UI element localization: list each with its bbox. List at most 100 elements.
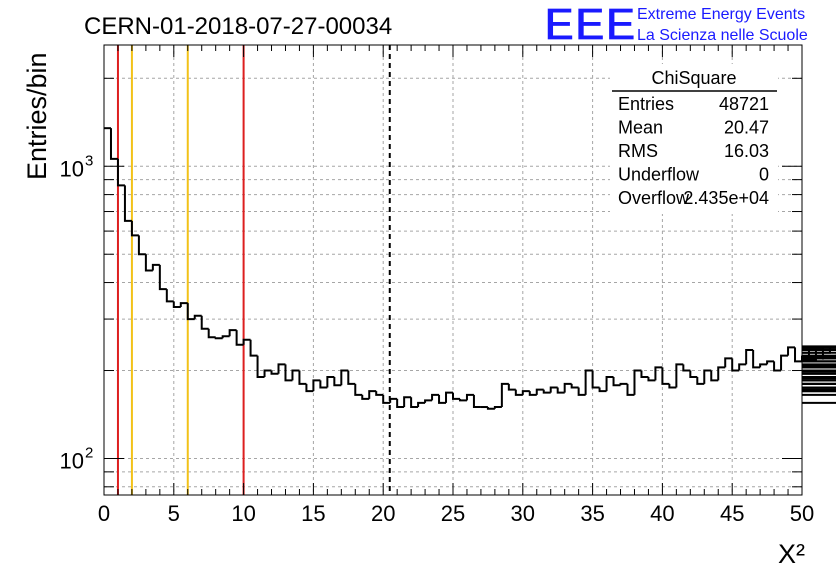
histogram-bin xyxy=(200,315,209,330)
histogram-bin xyxy=(780,354,789,371)
histogram-bin xyxy=(493,406,502,409)
histogram-bin xyxy=(696,377,705,385)
histogram-bin xyxy=(207,328,216,339)
histogram-bin xyxy=(438,394,447,404)
histogram-bin xyxy=(179,302,188,307)
histogram-bin xyxy=(563,382,572,393)
histogram-bin xyxy=(535,388,544,395)
histogram-bin xyxy=(654,366,663,381)
histogram-bin xyxy=(172,301,181,308)
histogram-bin xyxy=(738,363,747,371)
histogram-bin xyxy=(249,339,258,357)
histogram-bin xyxy=(354,383,363,396)
x-tick-label: 0 xyxy=(98,501,110,526)
histogram-bin xyxy=(507,383,516,391)
histogram-bin xyxy=(116,158,125,187)
histogram-bin xyxy=(144,254,153,272)
histogram-bin xyxy=(424,399,433,403)
histogram-bin xyxy=(500,382,509,408)
histogram-bin xyxy=(577,387,586,396)
histogram-bin xyxy=(802,356,836,359)
histogram-bin xyxy=(724,357,733,368)
y-tick-label-exponent: 2 xyxy=(85,444,93,461)
logo-subtitle-1: Extreme Energy Events xyxy=(637,6,805,23)
histogram-bin xyxy=(598,387,607,393)
histogram-bin xyxy=(605,376,614,392)
histogram-bin xyxy=(193,314,202,320)
axis-ticks xyxy=(103,45,803,495)
histogram-bin xyxy=(242,338,251,345)
x-tick-label: 50 xyxy=(790,501,814,526)
histogram-bin xyxy=(787,346,796,356)
histogram-bin xyxy=(375,391,384,396)
histogram-bin xyxy=(291,369,300,381)
histogram-bin xyxy=(319,380,328,389)
stats-value: 48721 xyxy=(719,94,769,114)
histogram-bin xyxy=(431,393,440,401)
histogram-bin xyxy=(647,377,656,382)
histogram-bin xyxy=(689,370,698,379)
histogram-bin xyxy=(130,220,139,237)
histogram-bin xyxy=(165,289,174,303)
x-tick-labels: 0 5 10 15 20 25 30 35 40 45 50 xyxy=(98,501,814,526)
histogram-bin xyxy=(221,335,230,339)
histogram-bin xyxy=(766,360,775,365)
stats-value: 16.03 xyxy=(724,141,769,161)
run-title: CERN-01-2018-07-27-00034 xyxy=(84,13,392,40)
histogram-bin xyxy=(298,370,307,385)
y-tick-label-exponent: 3 xyxy=(85,152,93,169)
eee-logo: EEE xyxy=(544,0,636,50)
histogram-bin xyxy=(284,364,293,382)
histogram-bin xyxy=(549,386,558,393)
histogram-bin xyxy=(472,394,481,409)
histogram-bin xyxy=(361,394,370,400)
histogram-bin xyxy=(794,347,802,363)
histogram-bin xyxy=(514,389,523,396)
x-tick-label: 35 xyxy=(580,501,604,526)
histogram-bin xyxy=(235,330,244,346)
x-tick-label: 25 xyxy=(441,501,465,526)
histogram-bin xyxy=(556,387,565,394)
stats-label: Overflow xyxy=(618,188,690,208)
histogram-bin xyxy=(186,303,195,321)
histogram-bin xyxy=(151,263,160,271)
histogram-bin xyxy=(802,345,836,348)
stats-rows: Entries 48721 Mean 20.47 RMS 16.03 Underflow 0 O… xyxy=(618,94,769,208)
histogram-bin xyxy=(640,370,649,379)
histogram-bin xyxy=(312,379,321,392)
x-tick-label: 20 xyxy=(371,501,395,526)
stats-background xyxy=(610,64,778,214)
histogram-bin xyxy=(340,369,349,386)
y-tick-label: 10 xyxy=(60,448,84,473)
histogram-bin xyxy=(123,185,132,222)
histogram-bin xyxy=(465,393,474,401)
logo-subtitle-2: La Scienza nelle Scuole xyxy=(637,27,808,44)
histogram-bin xyxy=(675,363,684,388)
histogram-bin xyxy=(382,394,391,404)
histogram-bin xyxy=(486,407,495,410)
stats-label: Mean xyxy=(618,118,663,138)
histogram-bin xyxy=(802,351,836,354)
histogram-bin xyxy=(452,392,460,400)
histogram-bin xyxy=(396,398,405,409)
histogram-bin xyxy=(619,382,628,386)
stats-value: 2.435e+04 xyxy=(683,188,769,208)
histogram-bin xyxy=(263,369,272,378)
x-tick-label: 40 xyxy=(650,501,674,526)
histogram-bin xyxy=(521,390,530,395)
histogram-bin xyxy=(802,346,836,349)
histogram-bin xyxy=(703,369,712,384)
histogram-bin xyxy=(228,329,237,337)
marker-lines xyxy=(116,45,391,495)
x-tick-label: 30 xyxy=(511,501,535,526)
histogram-bin xyxy=(528,391,537,396)
histogram-bin xyxy=(410,397,419,409)
histogram-bin xyxy=(668,383,677,389)
histogram-bin xyxy=(389,397,398,403)
histogram-bin xyxy=(626,383,635,396)
histogram-bin xyxy=(542,389,551,394)
histogram-series xyxy=(104,127,836,410)
histogram-bin xyxy=(417,401,426,408)
stats-title: ChiSquare xyxy=(651,68,736,88)
